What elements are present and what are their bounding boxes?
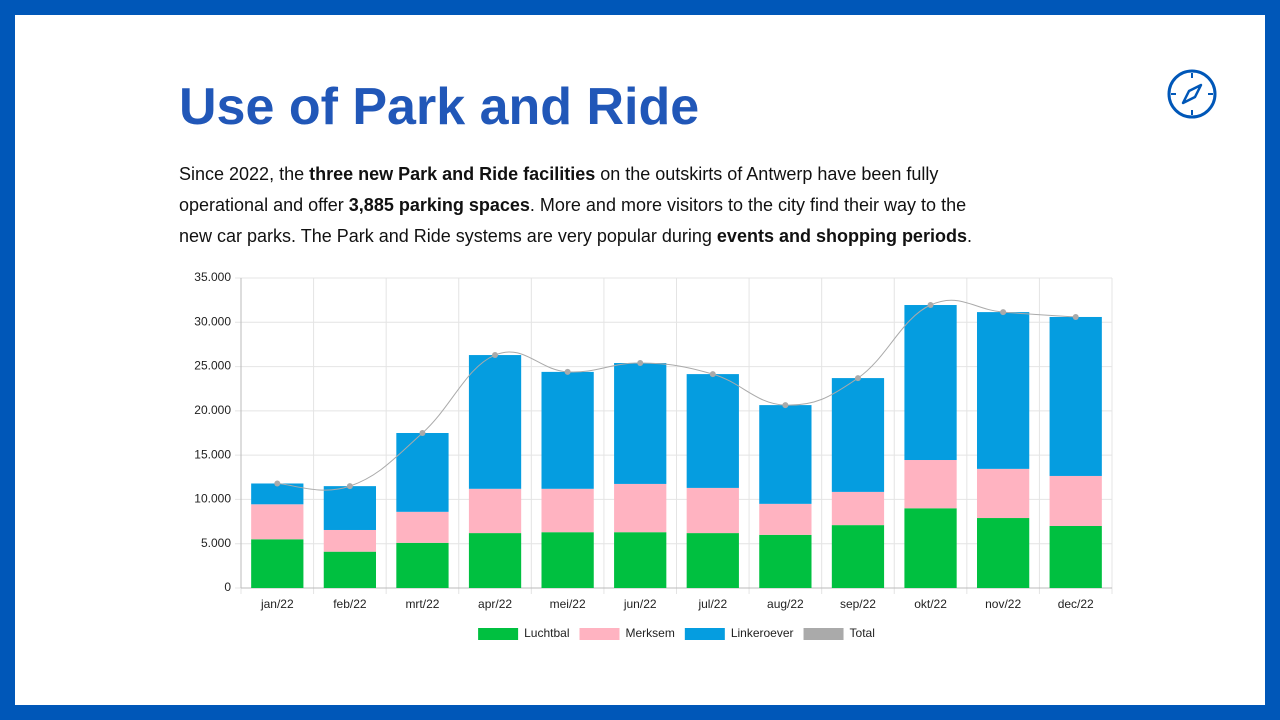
x-tick-label: feb/22 — [333, 597, 367, 611]
bar-segment — [831, 491, 885, 526]
legend-swatch — [684, 628, 725, 640]
bar-segment — [759, 405, 812, 504]
total-line — [277, 299, 1076, 491]
text: . More and more visitors to the city fin… — [529, 195, 967, 215]
legend-swatch — [579, 628, 620, 640]
total-point — [1072, 313, 1079, 320]
x-tick-label: jun/22 — [623, 597, 657, 611]
text: operational and offer — [179, 195, 349, 215]
bar-segment — [468, 488, 522, 534]
bar-segment — [686, 533, 739, 588]
x-tick-label: okt/22 — [914, 597, 947, 611]
bar-segment — [323, 529, 377, 552]
bar-segment — [976, 312, 1030, 469]
bar-segment — [686, 487, 739, 534]
total-point — [782, 402, 789, 409]
y-tick-label: 5.000 — [201, 536, 231, 550]
x-tick-label: dec/22 — [1058, 597, 1094, 611]
bar-segment — [904, 305, 957, 461]
y-tick-label: 20.000 — [194, 403, 231, 417]
text: new car parks. The Park and Ride systems… — [179, 226, 717, 246]
legend-label: Merksem — [625, 626, 674, 640]
bold-text: events and shopping periods — [716, 226, 967, 246]
y-tick-label: 35.000 — [194, 270, 231, 284]
total-point — [854, 375, 861, 382]
y-tick-label: 15.000 — [194, 447, 231, 461]
text: Since 2022, the — [179, 164, 310, 184]
bar-segment — [468, 355, 522, 489]
bold-text: three new Park and Ride facilities — [309, 164, 596, 184]
bar-segment — [831, 525, 885, 588]
x-tick-label: apr/22 — [478, 597, 512, 611]
bar-segment — [541, 532, 594, 588]
total-point — [637, 360, 644, 367]
x-tick-label: jan/22 — [260, 597, 294, 611]
total-point — [274, 480, 281, 487]
y-tick-label: 0 — [224, 580, 231, 594]
bar-segment — [759, 534, 812, 588]
bar-segment — [831, 378, 885, 492]
total-point — [419, 430, 426, 436]
x-tick-label: jul/22 — [697, 597, 727, 611]
total-point — [564, 368, 571, 375]
bar-segment — [541, 371, 594, 489]
y-tick-label: 25.000 — [194, 359, 231, 373]
bar-segment — [686, 374, 739, 488]
x-tick-label: mei/22 — [550, 597, 586, 611]
legend-swatch — [478, 628, 519, 640]
text: . — [966, 226, 972, 246]
bar-segment — [251, 483, 304, 505]
total-point — [927, 302, 934, 309]
y-tick-label: 10.000 — [194, 492, 231, 506]
x-tick-label: sep/22 — [840, 597, 876, 611]
bar-segment — [904, 508, 957, 588]
bar-segment — [541, 488, 594, 533]
x-tick-label: aug/22 — [767, 597, 804, 611]
bar-segment — [468, 533, 522, 588]
compass-icon — [1167, 69, 1217, 119]
total-point — [492, 352, 499, 359]
bar-segment — [323, 486, 377, 530]
legend: Luchtbal Merksem Linkeroever Total — [478, 626, 875, 640]
bar-segment — [614, 483, 667, 533]
legend-label: Total — [850, 626, 875, 640]
legend-label: Luchtbal — [524, 626, 569, 640]
x-tick-label: nov/22 — [985, 597, 1021, 611]
bar-segment — [323, 551, 377, 588]
title: Use of Park and Ride — [179, 78, 700, 136]
bar-segment — [614, 363, 667, 484]
chart: 0 5.000 10.000 15.000 20.000 25.000 30.000 35.0… — [194, 270, 1113, 640]
y-tick-label: 30.000 — [194, 314, 231, 328]
legend-swatch — [803, 628, 844, 640]
bar-segment — [759, 503, 812, 535]
total-point — [346, 483, 353, 490]
description-line: operational and offer 3,885 parking spac… — [179, 190, 972, 221]
bar-segment — [251, 539, 304, 588]
x-tick-label: mrt/22 — [405, 597, 439, 611]
bar-segment — [251, 504, 304, 540]
bar-segment — [614, 532, 667, 588]
bar-segment — [396, 433, 449, 512]
text: on the outskirts of Antwerp have been fu… — [595, 164, 939, 184]
description: Since 2022, the three new Park and Ride … — [179, 159, 972, 252]
description-line: Since 2022, the three new Park and Ride … — [179, 159, 972, 190]
bar-segment — [976, 518, 1030, 588]
bar-segment — [1049, 316, 1102, 476]
legend-label: Linkeroever — [731, 626, 794, 640]
bar-segment — [976, 468, 1030, 519]
bold-text: 3,885 parking spaces — [348, 195, 530, 215]
bar-segment — [904, 460, 957, 509]
bar-segment — [396, 511, 449, 543]
description-line: new car parks. The Park and Ride systems… — [179, 221, 972, 252]
bar-segment — [396, 542, 449, 588]
bar-segment — [1049, 526, 1102, 588]
total-point — [709, 371, 716, 378]
total-point — [1000, 309, 1007, 316]
bar-segment — [1049, 475, 1102, 526]
